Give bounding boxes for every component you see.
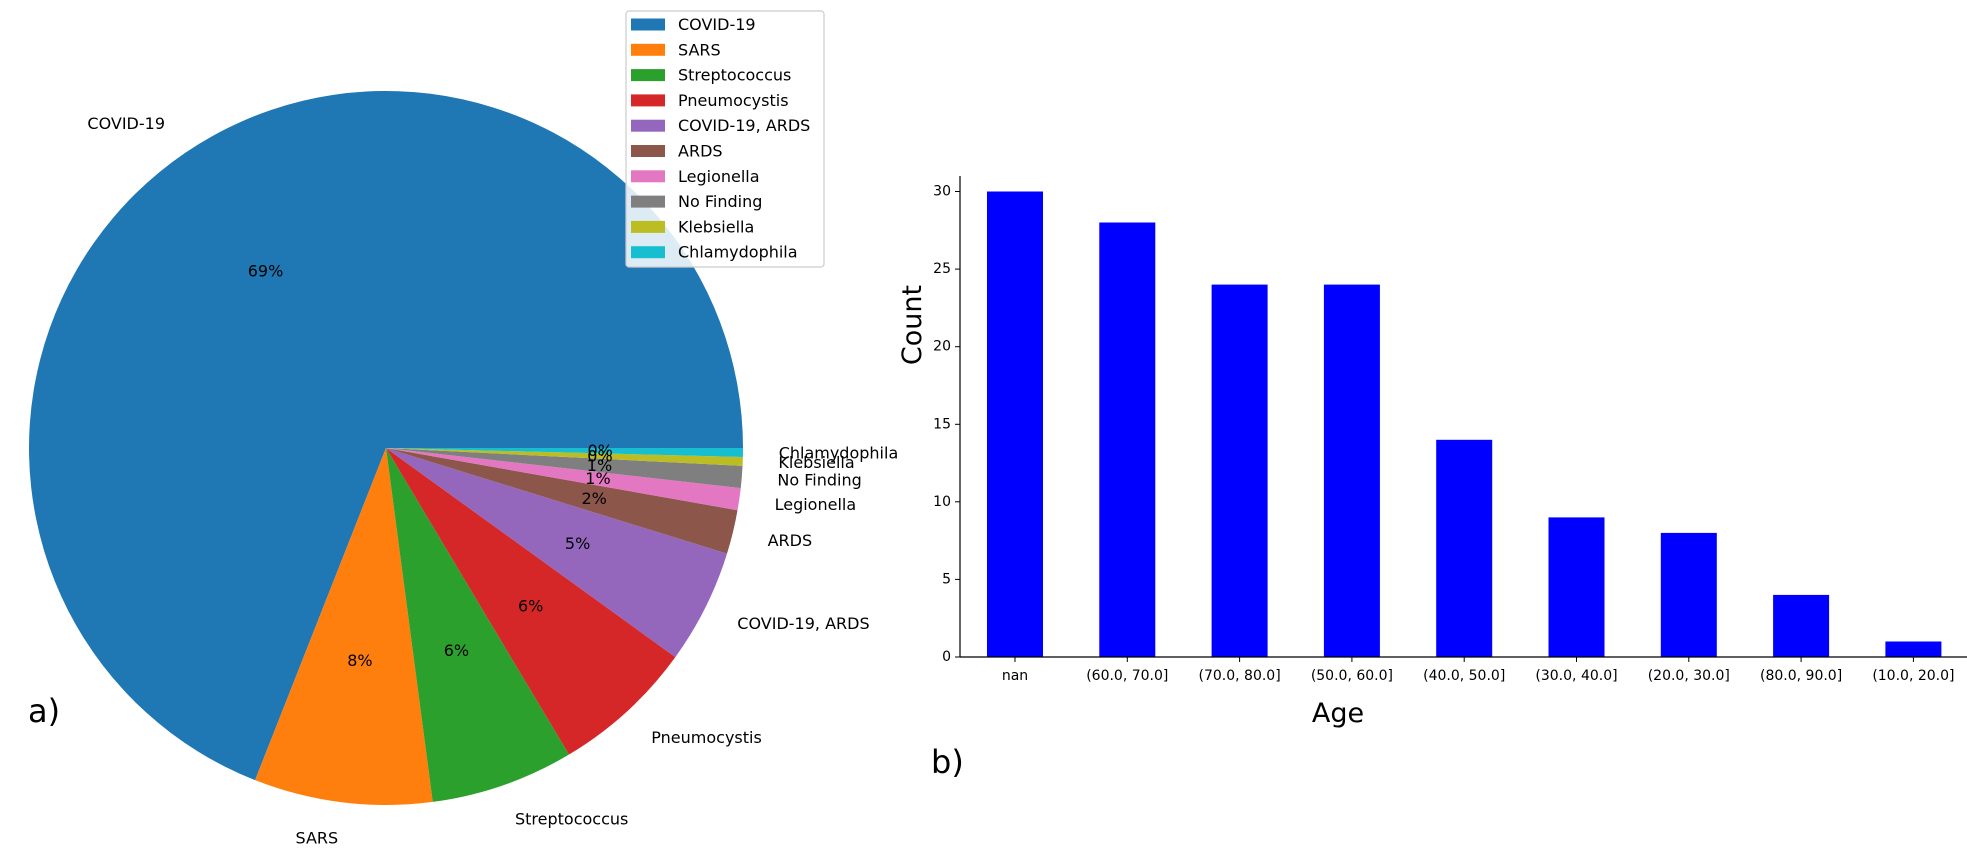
- legend-swatch-no-finding: [631, 195, 665, 208]
- pie-label-streptococcus: Streptococcus: [515, 809, 628, 828]
- pie-percent-labels: 69%8%6%6%5%2%1%1%0%0%: [248, 261, 613, 670]
- y-tick-label: 30: [933, 184, 951, 200]
- bar-bars: [987, 191, 1942, 657]
- legend-label-streptococcus: Streptococcus: [678, 66, 791, 85]
- pie-label-ards: ARDS: [768, 531, 813, 550]
- bar-60-0-70-0: [1099, 222, 1156, 657]
- x-tick-label: (80.0, 90.0]: [1760, 668, 1842, 684]
- pie-legend: COVID-19 SARS Streptococcus Pneumocystis COV…: [625, 10, 825, 268]
- y-tick-label: 5: [942, 571, 951, 587]
- x-axis-label: Age: [1312, 698, 1364, 729]
- bar-80-0-90-0: [1773, 594, 1830, 657]
- bar-nan: [987, 191, 1043, 657]
- pie-label-no-finding: No Finding: [777, 470, 861, 489]
- pie-pct-no-finding: 1%: [587, 456, 612, 475]
- x-tick-label: (70.0, 80.0]: [1199, 668, 1281, 684]
- x-tick-label: (40.0, 50.0]: [1423, 668, 1505, 684]
- pie-pct-pneumocystis: 6%: [518, 596, 543, 615]
- x-tick-label: (30.0, 40.0]: [1535, 668, 1617, 684]
- bar-40-0-50-0: [1436, 439, 1493, 657]
- pie-slice-ards: [386, 448, 738, 554]
- y-tick-label: 25: [933, 261, 951, 277]
- legend-swatch-chlamydophila: [631, 246, 665, 259]
- bar-10-0-20-0: [1885, 641, 1942, 657]
- pie-slice-no-finding: [386, 448, 743, 489]
- pie-slice-legionella: [386, 448, 741, 511]
- x-tick-label: (60.0, 70.0]: [1086, 668, 1168, 684]
- legend-swatch-klebsiella: [631, 220, 665, 233]
- x-tick-label: (50.0, 60.0]: [1311, 668, 1393, 684]
- pie-slices: [29, 91, 744, 805]
- pie-pct-chlamydophila: 0%: [588, 441, 613, 460]
- pie-pct-sars: 8%: [347, 651, 372, 670]
- legend-swatch-legionella: [631, 170, 665, 183]
- pie-pct-ards: 2%: [582, 489, 607, 508]
- bar-30-0-40-0: [1548, 517, 1605, 657]
- legend-label-covid-19: COVID-19: [678, 15, 756, 34]
- legend-label-chlamydophila: Chlamydophila: [678, 243, 798, 262]
- pie-slice-pneumocystis: [386, 448, 676, 755]
- bar-20-0-30-0: [1660, 532, 1717, 657]
- legend-label-pneumocystis: Pneumocystis: [678, 91, 789, 110]
- x-tick-label: (20.0, 30.0]: [1648, 668, 1730, 684]
- legend-swatch-pneumocystis: [631, 94, 665, 107]
- y-tick-label: 15: [933, 416, 951, 432]
- pie-label-klebsiella: Klebsiella: [778, 453, 854, 472]
- pie-slice-covid-19-ards: [386, 448, 728, 658]
- legend-swatch-ards: [631, 145, 665, 157]
- legend-frame: [625, 10, 825, 268]
- pie-slice-sars: [255, 448, 433, 805]
- pie-pct-covid-19-ards: 5%: [565, 534, 590, 553]
- y-axis-label: Count: [897, 285, 928, 365]
- legend-swatch-covid-19: [631, 18, 665, 31]
- panel-label-b: b): [931, 743, 964, 781]
- pie-slice-chlamydophila: [386, 448, 743, 457]
- panel-label-a: a): [28, 692, 60, 730]
- pie-slice-klebsiella: [386, 448, 743, 466]
- pie-pct-legionella: 1%: [585, 469, 610, 488]
- legend-label-covid-19-ards: COVID-19, ARDS: [678, 116, 810, 135]
- y-tick-label: 20: [933, 339, 951, 355]
- pie-label-chlamydophila: Chlamydophila: [779, 443, 899, 462]
- x-axis-ticks: nan (60.0, 70.0] (70.0, 80.0] (50.0, 60.0] (…: [1002, 657, 1954, 684]
- x-tick-label: nan: [1002, 668, 1028, 684]
- legend-swatch-sars: [631, 43, 665, 56]
- y-tick-label: 10: [933, 494, 951, 510]
- legend-swatch-covid-19-ards: [631, 119, 665, 132]
- pie-slice-covid-19: [29, 91, 744, 781]
- legend-swatch-streptococcus: [631, 69, 665, 82]
- bar-chart: 0 5 10 15 20 25 30 nan (60.0, 70.0] (70.0, 80.0]…: [897, 176, 1967, 781]
- pie-category-labels: COVID-19 SARS Streptococcus Pneumocystis COV…: [87, 114, 898, 847]
- legend-label-ards: ARDS: [678, 142, 723, 161]
- bar-50-0-60-0: [1323, 284, 1380, 657]
- legend-label-legionella: Legionella: [678, 167, 760, 186]
- pie-label-pneumocystis: Pneumocystis: [651, 728, 762, 747]
- legend-label-sars: SARS: [678, 40, 721, 59]
- x-tick-label: (10.0, 20.0]: [1872, 668, 1954, 684]
- pie-label-sars: SARS: [296, 828, 339, 847]
- y-axis-ticks: 0 5 10 15 20 25 30: [933, 184, 960, 665]
- pie-pct-streptococcus: 6%: [444, 641, 469, 660]
- pie-slice-streptococcus: [386, 448, 569, 802]
- y-tick-label: 0: [942, 649, 951, 665]
- pie-pct-klebsiella: 0%: [587, 447, 612, 466]
- pie-label-legionella: Legionella: [775, 495, 857, 514]
- legend-label-no-finding: No Finding: [678, 192, 762, 211]
- pie-chart: COVID-19 SARS Streptococcus Pneumocystis COV…: [28, 91, 898, 847]
- bar-70-0-80-0: [1211, 284, 1268, 657]
- legend-label-klebsiella: Klebsiella: [678, 217, 754, 236]
- pie-label-covid-19: COVID-19: [87, 114, 165, 133]
- legend-entries: COVID-19 SARS Streptococcus Pneumocystis COV…: [631, 15, 810, 262]
- pie-pct-covid-19: 69%: [248, 261, 284, 280]
- pie-label-covid-19-ards: COVID-19, ARDS: [737, 614, 869, 633]
